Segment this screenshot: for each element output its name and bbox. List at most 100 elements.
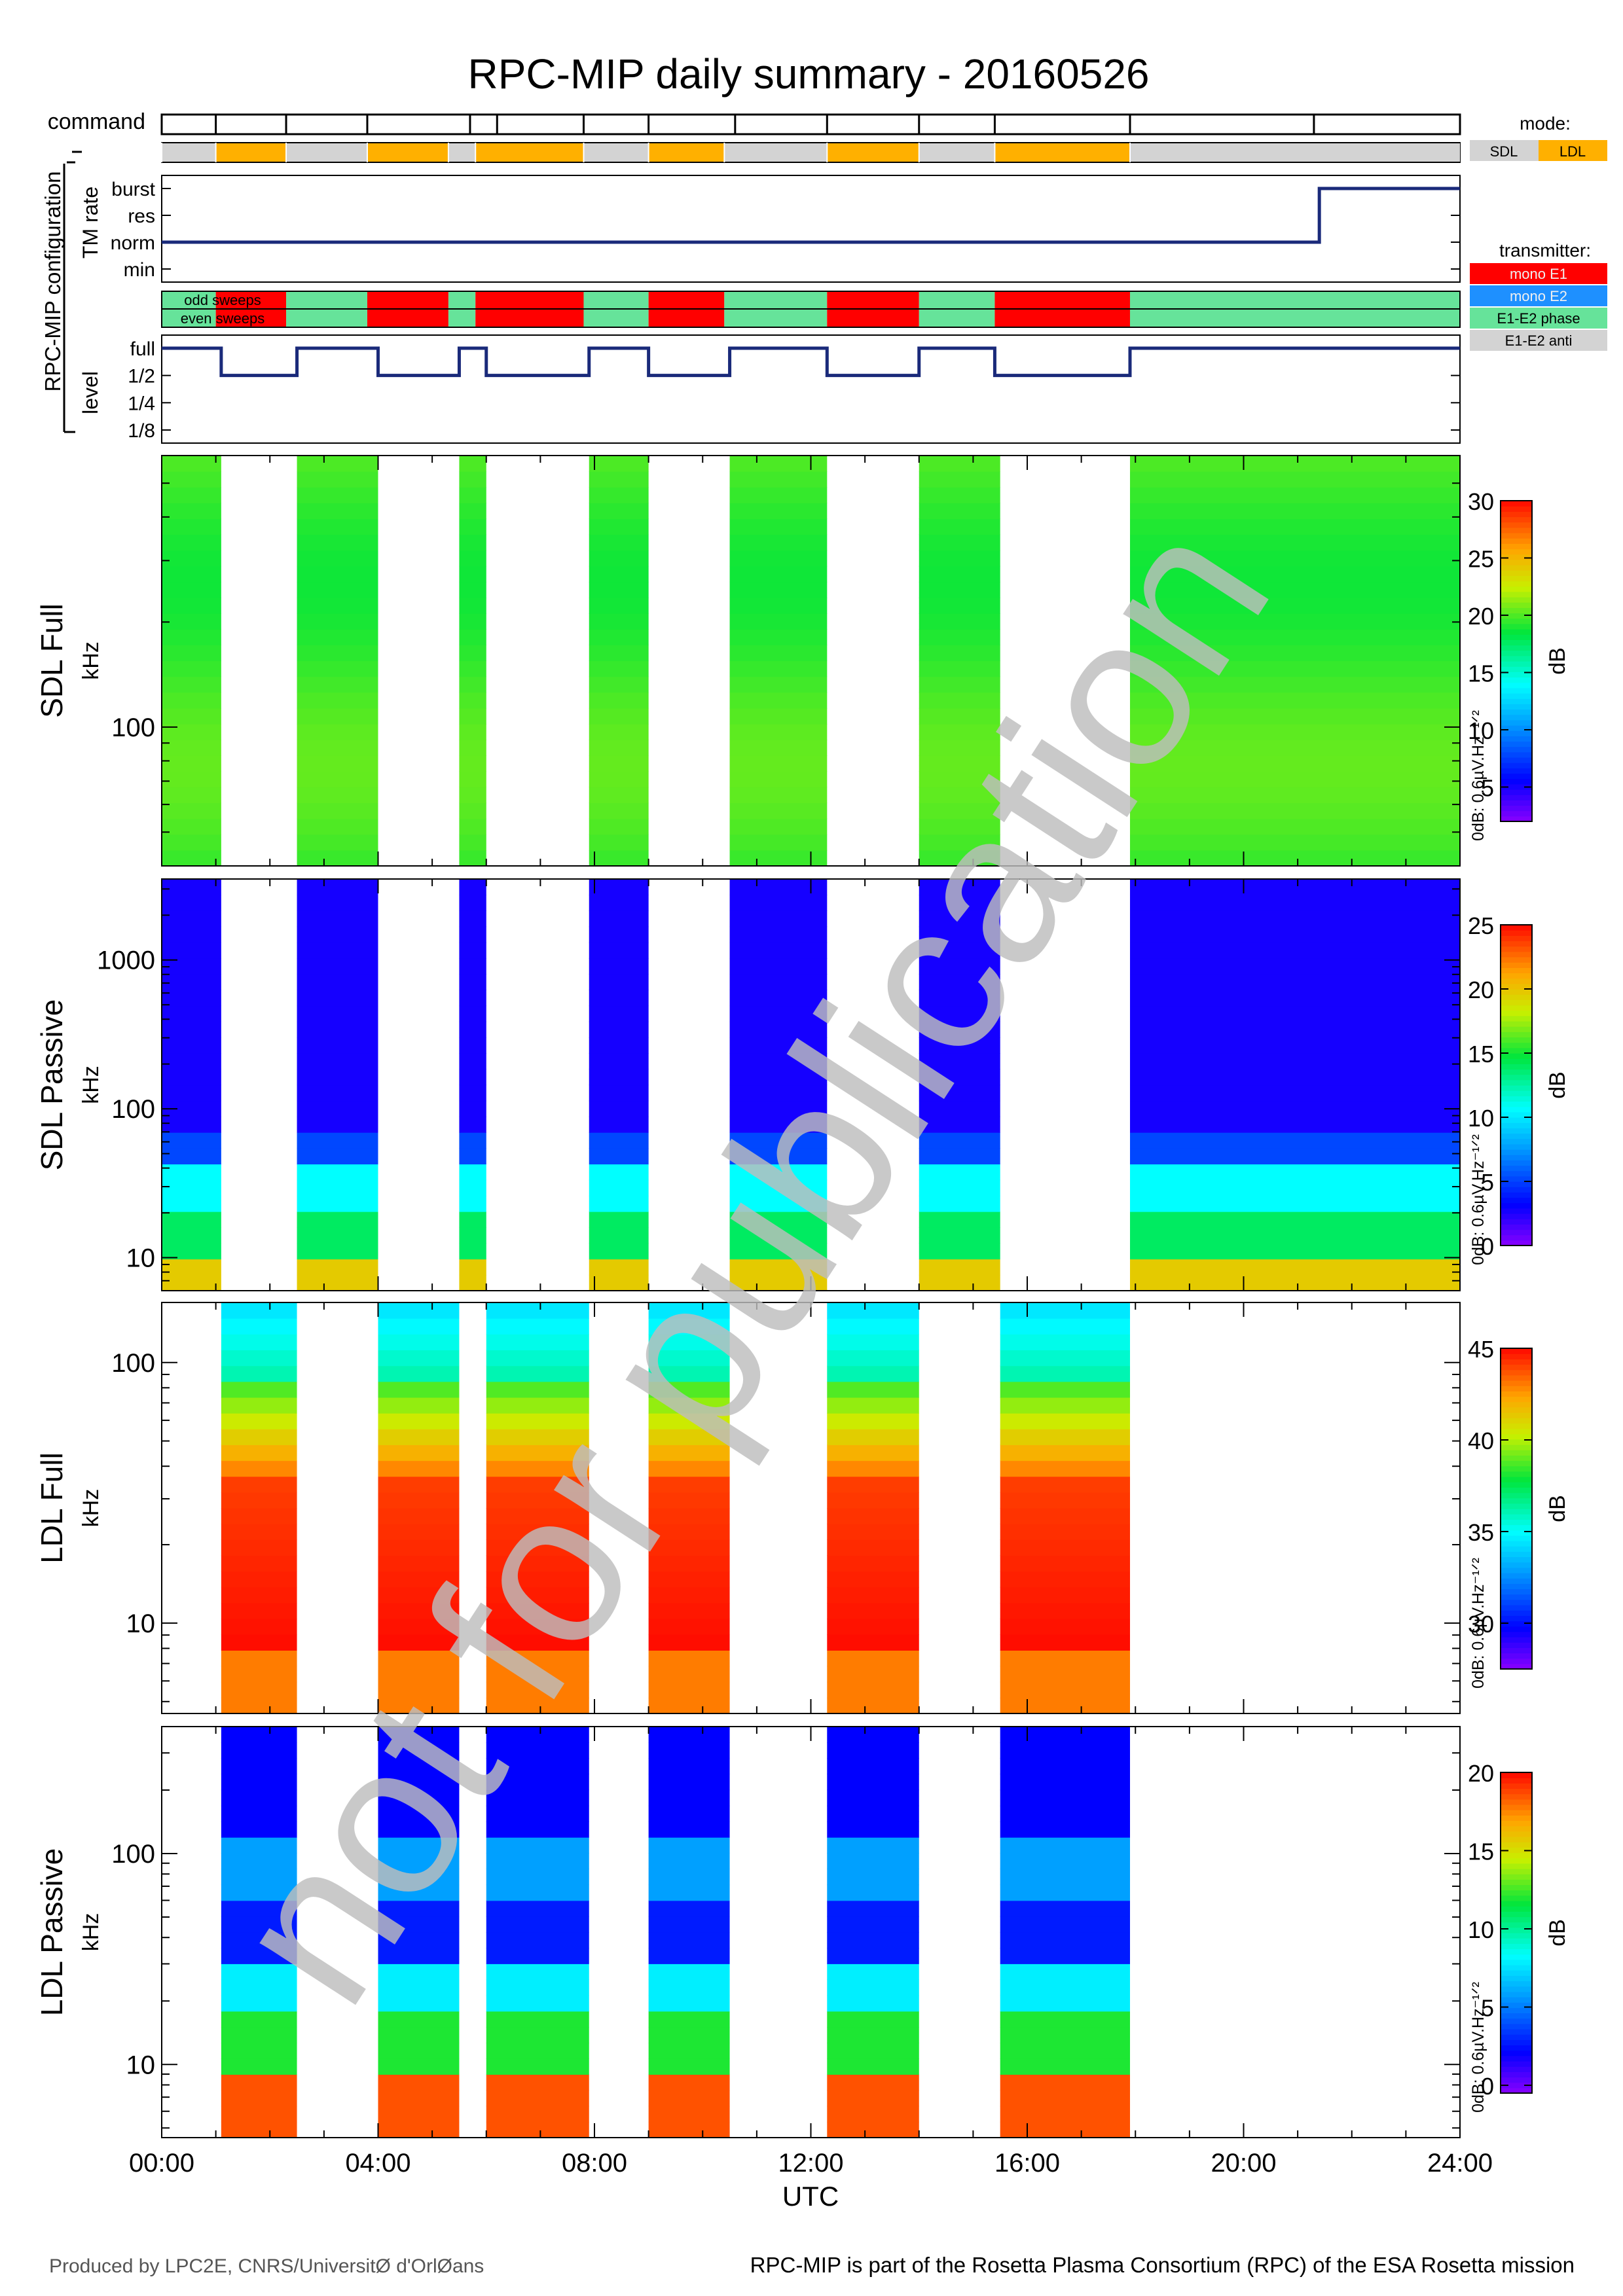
spectrogram-cell bbox=[459, 598, 486, 614]
colorbar-cell bbox=[1501, 1354, 1532, 1359]
spectrogram-cell bbox=[378, 2058, 460, 2075]
spectrogram-cell bbox=[162, 771, 221, 788]
spectrogram-cell bbox=[486, 1789, 589, 1806]
spectrogram-cell bbox=[1129, 818, 1460, 835]
spectrogram-cell bbox=[1000, 1381, 1130, 1398]
spectrogram-cell bbox=[589, 834, 649, 851]
spectrogram-cell bbox=[162, 565, 221, 583]
spectrogram-cell bbox=[162, 1179, 221, 1196]
spectrogram-cell bbox=[1000, 1318, 1130, 1335]
colorbar-cell bbox=[1501, 1605, 1532, 1611]
spectrogram-cell bbox=[1000, 1413, 1130, 1429]
panel-yunit: kHz bbox=[79, 641, 103, 680]
spectrogram-cell bbox=[378, 1650, 460, 1667]
spectrogram-cell bbox=[827, 1492, 919, 1509]
mode-segment bbox=[648, 143, 725, 162]
spectrogram-cell bbox=[1129, 708, 1460, 725]
spectrogram-cell bbox=[827, 2043, 919, 2059]
spectrogram-cell bbox=[1129, 645, 1460, 662]
spectrogram-cell bbox=[221, 2058, 297, 2075]
spectrogram-cell bbox=[919, 895, 1000, 911]
colorbar-cell bbox=[1501, 1460, 1532, 1467]
spectrogram-cell bbox=[459, 581, 486, 598]
colorbar-cell bbox=[1501, 1954, 1532, 1960]
spectrogram-cell bbox=[827, 1697, 919, 1714]
spectrogram-cell bbox=[1129, 895, 1460, 911]
spectrogram-cell bbox=[221, 1697, 297, 1714]
spectrogram-cell bbox=[297, 1243, 378, 1260]
spectrogram-cell bbox=[729, 1195, 828, 1212]
spectrogram-cell bbox=[221, 2011, 297, 2028]
spectrogram-cell bbox=[1000, 1900, 1130, 1917]
spectrogram-cell bbox=[1000, 1539, 1130, 1556]
spectrogram-cell bbox=[1000, 1302, 1130, 1319]
colorbar-cell bbox=[1501, 1825, 1532, 1832]
colorbar-cell bbox=[1501, 1916, 1532, 1923]
spectrogram-cell bbox=[459, 974, 486, 990]
spectrogram-cell bbox=[378, 1571, 460, 1588]
mode-segment bbox=[162, 143, 216, 162]
colorbar-tick-label: 10 bbox=[1468, 717, 1494, 744]
spectrogram-cell bbox=[648, 2043, 730, 2059]
spectrogram-cell bbox=[378, 2026, 460, 2043]
spectrogram-cell bbox=[221, 1666, 297, 1683]
mode-segment bbox=[1129, 143, 1460, 162]
colorbar-cell bbox=[1501, 1364, 1532, 1371]
spectrogram-cell bbox=[919, 818, 1000, 835]
spectrogram-cell bbox=[729, 974, 828, 990]
spectrogram-cell bbox=[589, 1164, 649, 1181]
spectrogram-cell bbox=[221, 2106, 297, 2123]
spectrogram-cell bbox=[297, 692, 378, 709]
spectrogram-cell bbox=[1000, 1727, 1130, 1743]
colorbar-cell bbox=[1501, 527, 1532, 533]
colorbar-cell bbox=[1501, 789, 1532, 795]
spectrogram-cell bbox=[589, 518, 649, 535]
spectrogram-cell bbox=[589, 1227, 649, 1244]
x-tick-label: 08:00 bbox=[562, 2149, 627, 2178]
colorbar-tick-label: 10 bbox=[1468, 1916, 1494, 1943]
spectrogram-cell bbox=[1000, 2043, 1130, 2059]
spectrogram-cell bbox=[827, 2121, 919, 2138]
spectrogram-cell bbox=[648, 2074, 730, 2091]
spectrogram-cell bbox=[1129, 1164, 1460, 1181]
colorbar-cell bbox=[1501, 1842, 1532, 1848]
spectrogram-cell bbox=[486, 1365, 589, 1382]
colorbar-cell bbox=[1501, 1423, 1532, 1429]
spectrogram-cell bbox=[589, 1053, 649, 1069]
colorbar-tick-label: 40 bbox=[1468, 1427, 1494, 1454]
spectrogram-cell bbox=[162, 850, 221, 867]
spectrogram-cell bbox=[589, 1259, 649, 1276]
y-tick-label: 1000 bbox=[97, 946, 155, 975]
spectrogram-cell bbox=[827, 1758, 919, 1775]
colorbar-cell bbox=[1501, 2018, 1532, 2024]
panel-sdl-full: 100 SDL Full kHz 5 10 15 20 25 30 dB 0dB: 0.6µV.Hz… bbox=[35, 455, 1570, 867]
spectrogram-cell bbox=[589, 723, 649, 740]
colorbar-cell bbox=[1501, 591, 1532, 598]
spectrogram-cell bbox=[486, 1837, 589, 1854]
spectrogram-cell bbox=[1000, 1979, 1130, 1996]
colorbar-cell bbox=[1501, 1202, 1532, 1209]
spectrogram-cell bbox=[919, 771, 1000, 788]
spectrogram-cell bbox=[162, 487, 221, 503]
spectrogram-cell bbox=[729, 895, 828, 911]
spectrogram-cell bbox=[459, 818, 486, 835]
spectrogram-cell bbox=[1129, 879, 1460, 895]
spectrogram-cell bbox=[486, 1602, 589, 1619]
spectrogram-cell bbox=[589, 692, 649, 709]
spectrogram-cell bbox=[648, 1681, 730, 1698]
spectrogram-cell bbox=[589, 503, 649, 520]
spectrogram-cell bbox=[729, 1211, 828, 1228]
spectrogram-cell bbox=[459, 471, 486, 488]
spectrogram-cell bbox=[648, 1634, 730, 1651]
spectrogram-cell bbox=[459, 990, 486, 1007]
spectrogram-cell bbox=[648, 2090, 730, 2107]
spectrogram-cell bbox=[378, 1805, 460, 1822]
spectrogram-cell bbox=[1000, 1932, 1130, 1948]
spectrogram-cell bbox=[221, 2043, 297, 2059]
colorbar-cell bbox=[1501, 1117, 1532, 1123]
spectrogram-cell bbox=[297, 1164, 378, 1181]
colorbar-cell bbox=[1501, 1647, 1532, 1654]
colorbar-cell bbox=[1501, 1143, 1532, 1150]
spectrogram-cell bbox=[297, 818, 378, 835]
spectrogram-cell bbox=[1129, 834, 1460, 851]
